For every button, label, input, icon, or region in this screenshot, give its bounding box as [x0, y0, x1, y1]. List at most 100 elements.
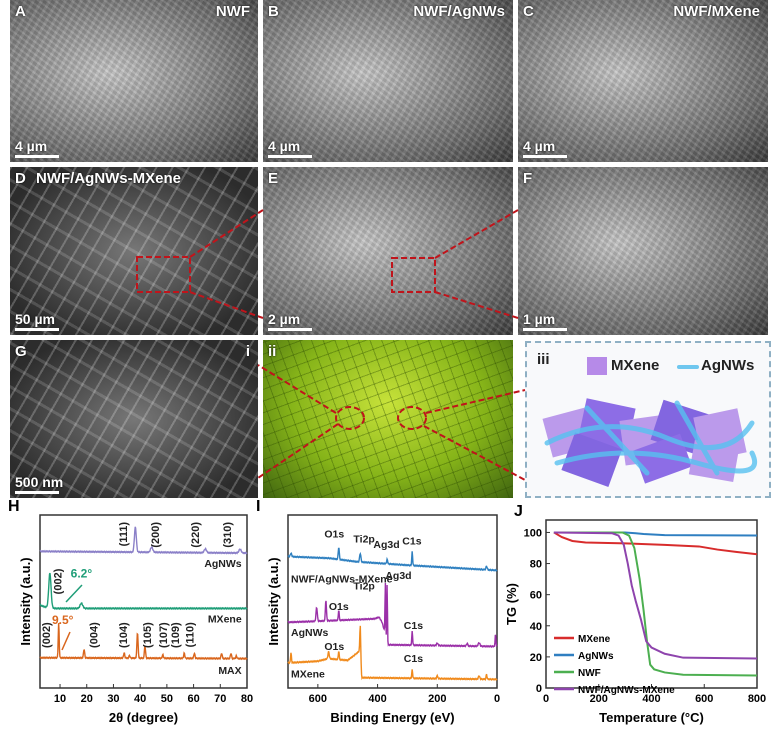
annotation: C1s	[402, 535, 421, 547]
annotation: (002)	[41, 622, 53, 648]
series-line-max	[39, 623, 248, 661]
annotation: (200)	[150, 522, 162, 548]
panel-f-sem-image: F 1 µm	[518, 167, 768, 335]
scale-bar: 500 nm	[15, 474, 63, 494]
panel-letter: J	[514, 503, 523, 520]
panel-letter: ii	[268, 343, 277, 360]
annotation: Ag3d	[373, 539, 399, 551]
annotation: O1s	[324, 641, 344, 653]
y-tick-label: 80	[530, 559, 542, 571]
panel-g-sem-image: G i 500 nm	[10, 340, 258, 498]
panel-letter: I	[256, 498, 260, 515]
xps-chart: I 600 400 200 0 Binding Energy (eV) Intensity …	[256, 498, 500, 725]
peak-arrow	[61, 631, 71, 651]
x-tick-label: 0	[494, 693, 500, 705]
legend-label: AgNWs	[578, 651, 614, 662]
x-tick-label: 600	[309, 693, 327, 705]
annotation: (104)	[118, 622, 130, 648]
scale-bar: 4 µm	[523, 138, 567, 158]
panel-title: NWF/MXene	[673, 3, 760, 20]
annotation: O1s	[329, 601, 349, 613]
x-tick-label: 60	[187, 693, 199, 705]
x-tick-label: 10	[54, 693, 66, 705]
annotation: (004)	[88, 622, 100, 648]
scale-bar: 50 µm	[15, 311, 59, 331]
xrd-chart: H 10 20 30 40 50 60 70 80 2θ (degree) Intensity (a…	[8, 498, 253, 725]
panel-a-sem-image: A NWF 4 µm	[10, 0, 258, 162]
panel-c-sem-image: C NWF/MXene 4 µm	[518, 0, 768, 162]
panel-b-sem-image: B NWF/AgNWs 4 µm	[263, 0, 513, 162]
annotation: Ag3d	[385, 570, 411, 582]
series-line-mxene	[553, 531, 758, 556]
y-axis-label: Intensity (a.u.)	[266, 557, 281, 645]
annotation: O1s	[324, 528, 344, 540]
annotation: (310)	[222, 522, 234, 548]
panel-letter: D	[15, 170, 26, 187]
plot-frame	[287, 514, 498, 689]
annotation: NWF/AgNWs-MXene	[291, 573, 393, 585]
panel-letter: iii	[537, 351, 550, 368]
tga-chart: J 0 200 400 600 800 0 20 40 60 80 100 Temperature (°…	[504, 503, 766, 725]
x-axis-label: Temperature (°C)	[599, 710, 704, 725]
series-line-mxene	[287, 625, 498, 682]
x-axis-label: 2θ (degree)	[109, 710, 178, 725]
annotation: MXene	[291, 669, 325, 681]
panel-iii-schematic: iii MXene AgNWs	[525, 341, 771, 498]
legend-label: MXene	[578, 634, 611, 645]
panel-letter: G	[15, 343, 27, 360]
annotation: 9.5°	[52, 613, 74, 627]
mxene-legend-label: MXene	[611, 357, 660, 374]
x-tick-label: 80	[241, 693, 253, 705]
scale-bar: 4 µm	[15, 138, 59, 158]
annotation: (002)	[52, 568, 64, 594]
y-tick-label: 20	[530, 652, 542, 664]
annotation: (220)	[190, 522, 202, 548]
legend-label: NWF/AgNWs-MXene	[578, 685, 675, 696]
panel-sub-label: i	[245, 343, 250, 360]
x-tick-label: 200	[428, 693, 446, 705]
mxene-legend-swatch	[587, 357, 607, 375]
series-line-agnws	[39, 526, 248, 555]
panel-letter: C	[523, 3, 534, 20]
legend-label: NWF	[578, 668, 601, 679]
panel-letter: E	[268, 170, 279, 187]
x-tick-label: 70	[214, 693, 226, 705]
y-tick-label: 0	[536, 683, 542, 695]
annotation: 6.2°	[71, 566, 93, 580]
series-line-nwf-agnws-mxene	[553, 531, 758, 660]
peak-arrow	[65, 584, 83, 603]
x-tick-label: 200	[590, 693, 608, 705]
agnws-legend-swatch	[677, 365, 699, 369]
x-tick-label: 600	[695, 693, 713, 705]
x-axis-label: Binding Energy (eV)	[330, 710, 454, 725]
x-tick-label: 50	[161, 693, 173, 705]
annotation: (111)	[118, 522, 130, 547]
y-axis-label: Intensity (a.u.)	[18, 557, 33, 645]
x-tick-label: 0	[543, 693, 549, 705]
agnws-legend-label: AgNWs	[701, 357, 755, 374]
x-tick-label: 800	[748, 693, 766, 705]
x-tick-label: 20	[81, 693, 93, 705]
annotation: AgNWs	[291, 627, 328, 639]
panel-letter: B	[268, 3, 279, 20]
scale-bar: 4 µm	[268, 138, 312, 158]
annotation: C1s	[404, 653, 423, 665]
x-tick-label: 400	[642, 693, 660, 705]
annotation: (105)	[142, 622, 154, 648]
y-tick-label: 100	[524, 527, 542, 539]
annotation: C1s	[404, 620, 423, 632]
x-tick-label: 40	[134, 693, 146, 705]
x-tick-label: 400	[368, 693, 386, 705]
x-tick-label: 30	[107, 693, 119, 705]
annotation: (110)	[185, 622, 197, 647]
series-line-nwf-agnws-mxene	[287, 547, 498, 573]
annotation: MAX	[218, 665, 241, 677]
annotation: MXene	[208, 613, 242, 625]
annotation: Ti2p	[353, 534, 374, 546]
panel-letter: H	[8, 498, 20, 515]
mxene-agnws-network-illustration	[542, 398, 758, 488]
y-axis-label: TG (%)	[504, 583, 519, 625]
panel-title: NWF	[215, 3, 250, 20]
